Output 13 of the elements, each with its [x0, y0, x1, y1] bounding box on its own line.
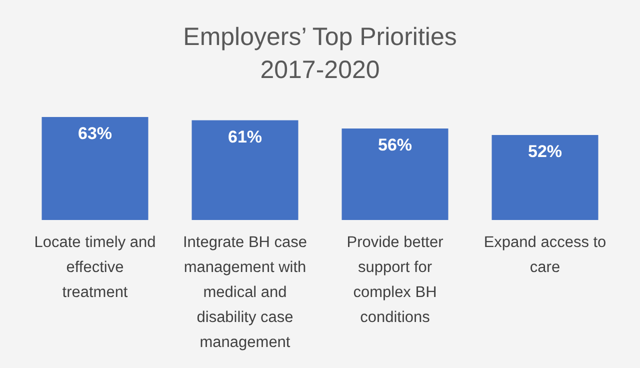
bar	[42, 117, 148, 220]
x-tick-label: Locate timely and effective treatment	[34, 234, 156, 301]
bar	[492, 134, 598, 220]
bar	[192, 120, 298, 220]
data-label: 63%	[78, 124, 112, 143]
data-label: 61%	[228, 127, 262, 146]
x-tick-label: Provide better support for complex BH conditions	[346, 234, 444, 326]
x-tick-label: Integrate BH case management with medical and disability case management	[182, 234, 308, 351]
bar	[342, 128, 448, 220]
data-label: 56%	[378, 135, 412, 154]
data-label: 52%	[528, 142, 562, 161]
chart-title: Employers’ Top Priorities 2017-2020	[183, 23, 457, 84]
x-tick-label: Expand access to care	[484, 234, 606, 276]
